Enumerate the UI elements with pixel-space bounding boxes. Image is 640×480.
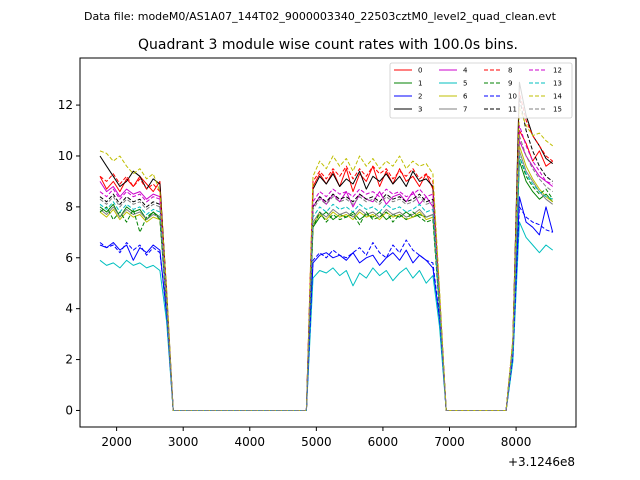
legend-label-9: 9 (508, 80, 512, 88)
legend-label-2: 2 (418, 93, 422, 101)
legend-label-0: 0 (418, 67, 422, 75)
y-tick-label: 4 (65, 302, 73, 316)
legend-label-4: 4 (463, 67, 468, 75)
x-tick-label: 7000 (434, 435, 465, 449)
legend-box (389, 62, 573, 119)
legend-label-7: 7 (463, 106, 467, 114)
plot-area (99, 81, 554, 411)
suptitle: Data file: modeM0/AS1A07_144T02_90000033… (84, 10, 557, 23)
legend-label-14: 14 (553, 93, 562, 101)
y-tick-label: 6 (65, 251, 73, 265)
axes-frame (79, 57, 577, 428)
x-tick-label: 8000 (501, 435, 532, 449)
x-tick-label: 4000 (234, 435, 265, 449)
legend-label-3: 3 (418, 106, 422, 114)
legend-label-8: 8 (508, 67, 512, 75)
legend-label-10: 10 (508, 93, 517, 101)
legend-label-11: 11 (508, 106, 517, 114)
x-axis: 2000 3000 4000 5000 6000 7000 8000 (101, 427, 531, 449)
y-tick-label: 0 (65, 403, 73, 417)
x-offset-label: +3.1246e8 (508, 455, 575, 469)
legend-label-6: 6 (463, 93, 468, 101)
legend-label-15: 15 (553, 106, 562, 114)
x-tick-label: 5000 (301, 435, 332, 449)
legend-label-13: 13 (553, 80, 562, 88)
legend-label-1: 1 (418, 80, 422, 88)
x-tick-label: 6000 (368, 435, 399, 449)
series-line-15 (99, 135, 554, 411)
x-tick-label: 2000 (101, 435, 132, 449)
legend-label-12: 12 (553, 67, 562, 75)
legend-label-5: 5 (463, 80, 467, 88)
y-tick-label: 8 (65, 200, 73, 214)
y-tick-label: 10 (58, 149, 73, 163)
x-tick-label: 3000 (168, 435, 199, 449)
y-tick-label: 12 (58, 98, 73, 112)
y-axis: 0 2 4 6 8 10 12 (58, 98, 80, 417)
series-line-14 (99, 107, 554, 411)
chart-title: Quadrant 3 module wise count rates with … (138, 37, 518, 53)
y-tick-label: 2 (65, 353, 73, 367)
